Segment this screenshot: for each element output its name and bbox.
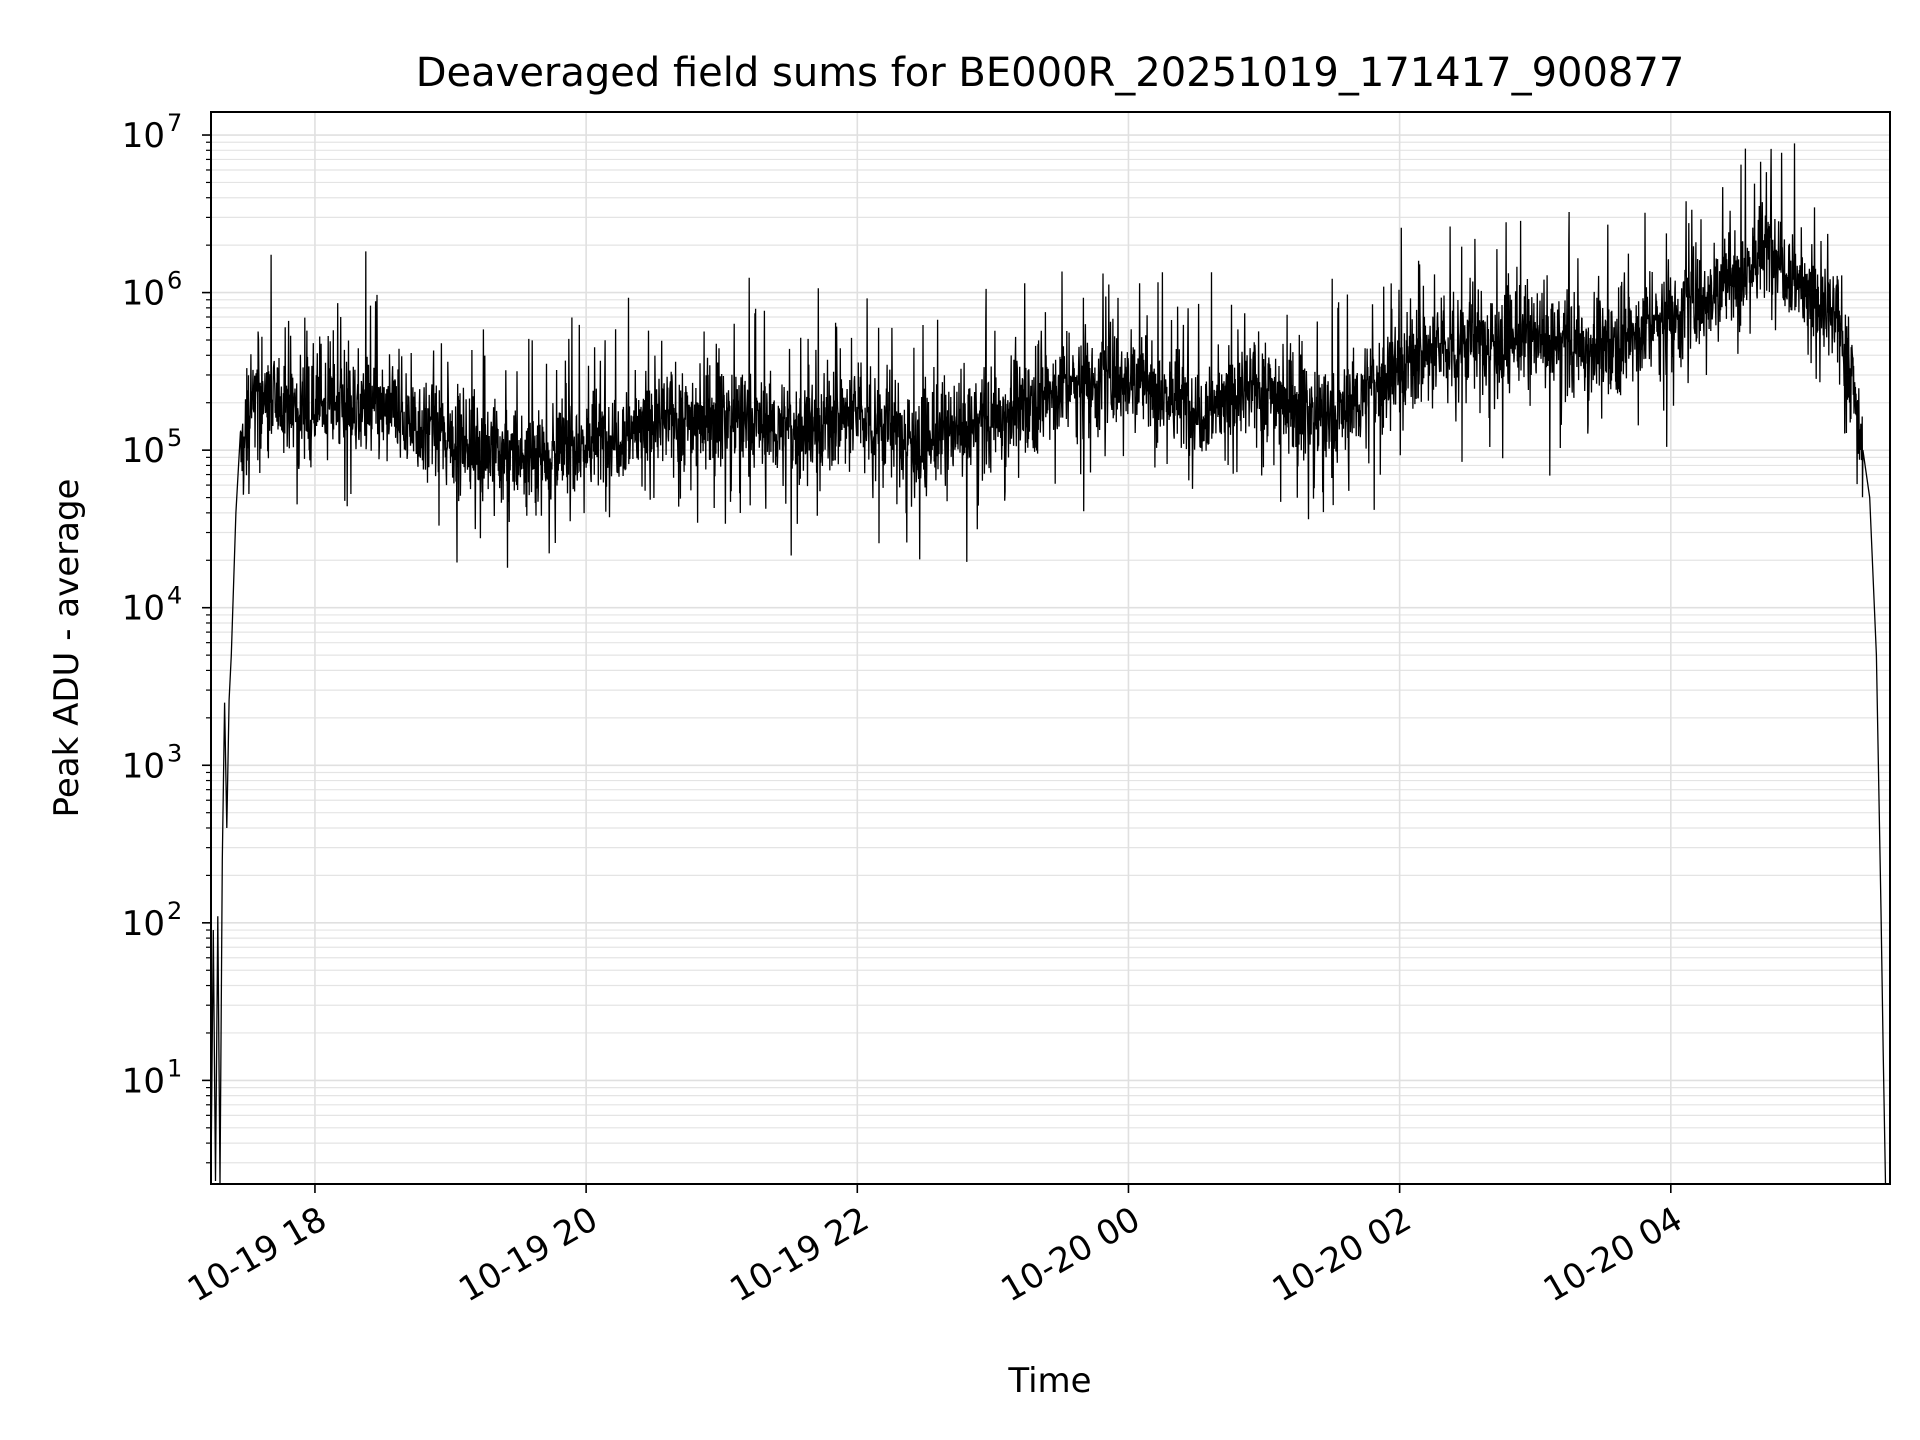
y-tick-label: 10 — [122, 904, 165, 944]
x-tick-label: 10-19 18 — [181, 1199, 333, 1310]
y-tick-exponent: 5 — [167, 424, 182, 452]
x-tick-label: 10-20 02 — [1266, 1199, 1418, 1310]
chart-title: Deaveraged field sums for BE000R_2025101… — [416, 50, 1685, 96]
y-tick-exponent: 4 — [167, 582, 182, 610]
y-tick-exponent: 6 — [167, 267, 182, 295]
x-axis-label: Time — [1007, 1361, 1091, 1401]
y-tick-label: 10 — [122, 1061, 165, 1101]
x-tick-label: 10-20 04 — [1537, 1199, 1689, 1310]
y-tick-label: 10 — [122, 746, 165, 786]
x-tick-label: 10-20 00 — [995, 1199, 1147, 1310]
plot-frame — [210, 111, 1891, 1185]
x-tick-label: 10-19 22 — [723, 1199, 875, 1310]
y-tick-label: 10 — [122, 589, 165, 629]
x-axis: 10-19 18 10-19 20 10-19 22 10-20 00 10-20 02… — [181, 1184, 1689, 1310]
y-tick-label: 10 — [122, 274, 165, 314]
y-tick-exponent: 2 — [167, 897, 182, 925]
x-tick-label: 10-19 20 — [452, 1199, 604, 1310]
y-tick-label: 10 — [122, 116, 165, 156]
series-line — [210, 143, 1887, 1185]
y-tick-exponent: 1 — [167, 1054, 182, 1082]
y-axis-label: Peak ADU - average — [47, 479, 87, 818]
grid — [211, 112, 1890, 1184]
y-tick-exponent: 7 — [167, 109, 182, 137]
y-tick-exponent: 3 — [167, 739, 182, 767]
y-tick-label: 10 — [122, 431, 165, 471]
